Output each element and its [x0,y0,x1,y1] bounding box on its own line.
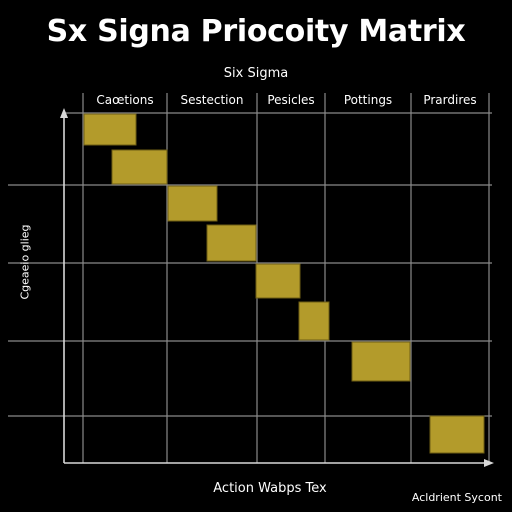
y-axis-label: Cgeaeio glieg [18,224,32,300]
x-axis-arrow-icon [484,459,494,467]
priority-cell [111,149,168,185]
page-title: Sx Signa Priocoity Matrix [46,14,466,49]
footer-note: Acldrient Sycont [411,491,502,504]
priority-cell [351,341,411,382]
priority-cell [429,415,485,454]
column-header: Sestection [180,93,244,107]
x-axis-label: Action Wabps Tex [213,481,327,496]
column-header: Caœtions [96,93,154,107]
priority-cell [83,113,137,146]
priority-cell [298,301,330,341]
priority-cell [206,224,257,262]
priority-cell [255,263,301,299]
column-header: Prardires [423,93,477,107]
matrix-subtitle: Six Sigma [223,66,289,81]
priority-cell [167,185,218,222]
column-header: Pesicles [267,93,315,107]
y-axis-arrow-icon [60,108,68,118]
column-header: Pottings [343,93,393,107]
